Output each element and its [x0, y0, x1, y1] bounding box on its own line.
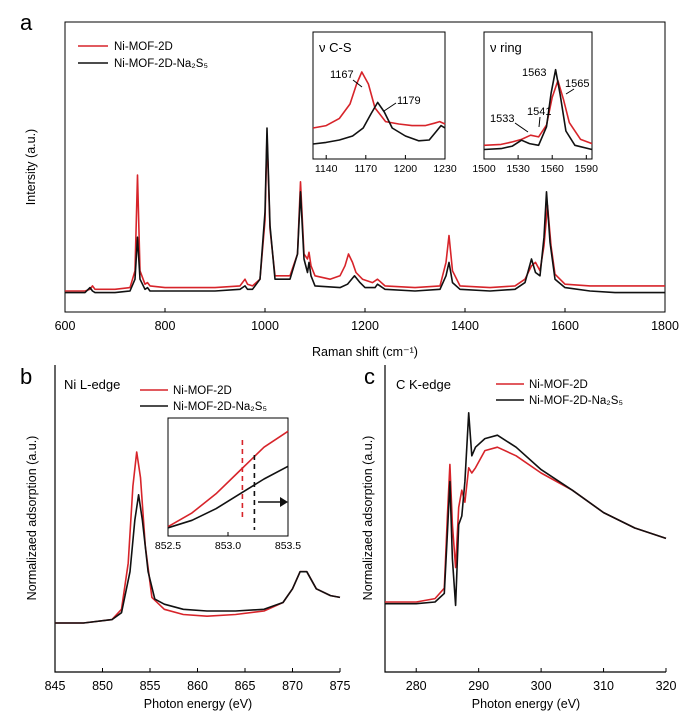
panel-b-ylabel: Normalizaed adsorption (a.u.)	[25, 436, 39, 601]
panel-b-xlabel: Photon energy (eV)	[144, 697, 252, 711]
legend-label-ni-mof-2d: Ni-MOF-2D	[114, 41, 173, 53]
annot-1533-leader	[514, 122, 529, 133]
panel-a-label: a	[20, 10, 33, 35]
panel-b-inset-frame	[167, 417, 289, 537]
panel-a-xticks: 600 800 1000 1200 1400 1600 1800	[55, 308, 679, 333]
in2-line-ni-mof-2d-na2s5	[483, 68, 593, 151]
in1-line-ni-mof-2d-na2s5	[312, 101, 446, 145]
panel-a-ylabel: Intersity (a.u.)	[24, 129, 38, 205]
panel-c-legend: Ni-MOF-2D Ni-MOF-2D-Na₂S₅	[496, 379, 623, 407]
a-x-ticklabel-1: 800	[155, 319, 176, 333]
b-line-ni-mof-2d	[55, 451, 341, 624]
panel-b-label: b	[20, 364, 32, 389]
annot-1179: 1179	[397, 95, 421, 107]
inset-ring-ticks: 1500 1530 1560 1590	[472, 155, 598, 175]
a-x-ticklabel-3: 1200	[351, 319, 379, 333]
annot-1565: 1565	[565, 78, 589, 90]
inset-c-s-ticks: 1140 1170 1200 1230	[315, 155, 457, 175]
panel-a: a Intersity (a.u.) Raman shift (cm⁻¹) 60…	[20, 10, 679, 359]
a-x-ticklabel-2: 1000	[251, 319, 279, 333]
in2-x-ticklabel-0: 1500	[472, 163, 496, 175]
legend-label-ni-mof-2d-na2s5: Ni-MOF-2D-Na₂S₅	[114, 58, 208, 70]
annot-1563: 1563	[522, 67, 546, 79]
panel-b-inset-ticks: 852.5 853.0 853.5	[155, 532, 301, 552]
panel-c-lines	[385, 411, 667, 607]
panel-b-legend: Ni-MOF-2D Ni-MOF-2D-Na₂S₅	[140, 385, 267, 413]
panel-b-inset: 852.5 853.0 853.5	[155, 417, 301, 552]
in1-x-ticklabel-3: 1230	[433, 163, 457, 175]
panel-c-xlabel: Photon energy (eV)	[472, 697, 580, 711]
annot-1533: 1533	[490, 113, 514, 125]
panel-b-lines	[55, 451, 341, 624]
a-line-ni-mof-2d-na2s5	[65, 127, 665, 294]
b-x-ticklabel-1: 850	[92, 679, 113, 693]
a-x-ticklabel-0: 600	[55, 319, 76, 333]
c-line-ni-mof-2d-na2s5	[385, 411, 667, 607]
annot-1179-leader	[383, 102, 397, 112]
panel-a-xlabel: Raman shift (cm⁻¹)	[312, 345, 418, 359]
b-x-ticklabel-0: 845	[45, 679, 66, 693]
a-x-ticklabel-5: 1600	[551, 319, 579, 333]
panel-b-xticks: 845 850 855 860 865 870 875	[45, 668, 351, 693]
legend-c-label-ni-mof-2d: Ni-MOF-2D	[529, 379, 588, 391]
panel-b-title: Ni L-edge	[64, 377, 120, 392]
in2-x-ticklabel-3: 1590	[575, 163, 599, 175]
c-line-ni-mof-2d	[385, 446, 667, 603]
panel-a-lines	[65, 127, 665, 294]
b-in-x-ticklabel-1: 853.0	[215, 540, 241, 552]
inset-c-s-title: ν C-S	[319, 40, 352, 55]
b-x-ticklabel-6: 875	[330, 679, 351, 693]
a-x-ticklabel-6: 1800	[651, 319, 679, 333]
legend-b-label-ni-mof-2d: Ni-MOF-2D	[173, 385, 232, 397]
b-x-ticklabel-4: 865	[235, 679, 256, 693]
legend-c-label-ni-mof-2d-na2s5: Ni-MOF-2D-Na₂S₅	[529, 395, 623, 407]
inset-c-s-frame	[312, 31, 446, 160]
b-in-line-ni-mof-2d	[167, 430, 289, 528]
c-x-ticklabel-2: 300	[531, 679, 552, 693]
b-x-ticklabel-5: 870	[282, 679, 303, 693]
c-x-ticklabel-0: 280	[406, 679, 427, 693]
a-x-ticklabel-4: 1400	[451, 319, 479, 333]
annot-1167-leader	[352, 79, 363, 88]
annot-1541: 1541	[527, 106, 551, 118]
panel-c-axes	[384, 365, 666, 673]
c-x-ticklabel-4: 320	[656, 679, 677, 693]
b-in-line-ni-mof-2d-na2s5	[167, 465, 289, 529]
inset-c-s: ν C-S 1140 1170 1200 1230 1167 1179	[312, 31, 457, 175]
in2-x-ticklabel-2: 1560	[541, 163, 565, 175]
annot-1167: 1167	[330, 69, 354, 81]
inset-ring-title: ν ring	[490, 40, 522, 55]
b-x-ticklabel-3: 860	[187, 679, 208, 693]
c-x-ticklabel-1: 290	[468, 679, 489, 693]
annot-1565-leader	[565, 88, 575, 95]
panel-a-legend: Ni-MOF-2D Ni-MOF-2D-Na₂S₅	[78, 41, 208, 70]
b-in-x-ticklabel-0: 852.5	[155, 540, 181, 552]
in1-x-ticklabel-2: 1200	[394, 163, 418, 175]
panel-c: c Normalizaed adsorption (a.u.) Photon e…	[361, 364, 676, 711]
panel-b: b Normalizaed adsorption (a.u.) Photon e…	[20, 364, 350, 711]
panel-c-ylabel: Normalizaed adsorption (a.u.)	[361, 436, 375, 601]
shift-arrow-icon	[258, 497, 288, 507]
inset-ring: ν ring 1500 1530 1560 1590 1563 1565 1541 1…	[472, 31, 598, 175]
panel-c-label: c	[364, 364, 375, 389]
in2-x-ticklabel-1: 1530	[506, 163, 530, 175]
c-x-ticklabel-3: 310	[593, 679, 614, 693]
legend-b-label-ni-mof-2d-na2s5: Ni-MOF-2D-Na₂S₅	[173, 401, 267, 413]
panel-b-inset-lines	[167, 430, 289, 529]
panel-c-xticks: 280 290 300 310 320	[406, 668, 677, 693]
b-line-ni-mof-2d-na2s5	[55, 493, 341, 624]
inset-ring-lines	[483, 68, 593, 151]
a-line-ni-mof-2d	[65, 135, 665, 292]
inset-ring-frame	[483, 31, 593, 160]
panel-c-title: C K-edge	[396, 377, 451, 392]
b-in-x-ticklabel-2: 853.5	[275, 540, 301, 552]
inset-c-s-lines	[312, 71, 446, 145]
in1-x-ticklabel-1: 1170	[355, 163, 378, 175]
in1-x-ticklabel-0: 1140	[315, 163, 338, 175]
b-x-ticklabel-2: 855	[140, 679, 161, 693]
annot-1541-leader	[538, 116, 541, 128]
